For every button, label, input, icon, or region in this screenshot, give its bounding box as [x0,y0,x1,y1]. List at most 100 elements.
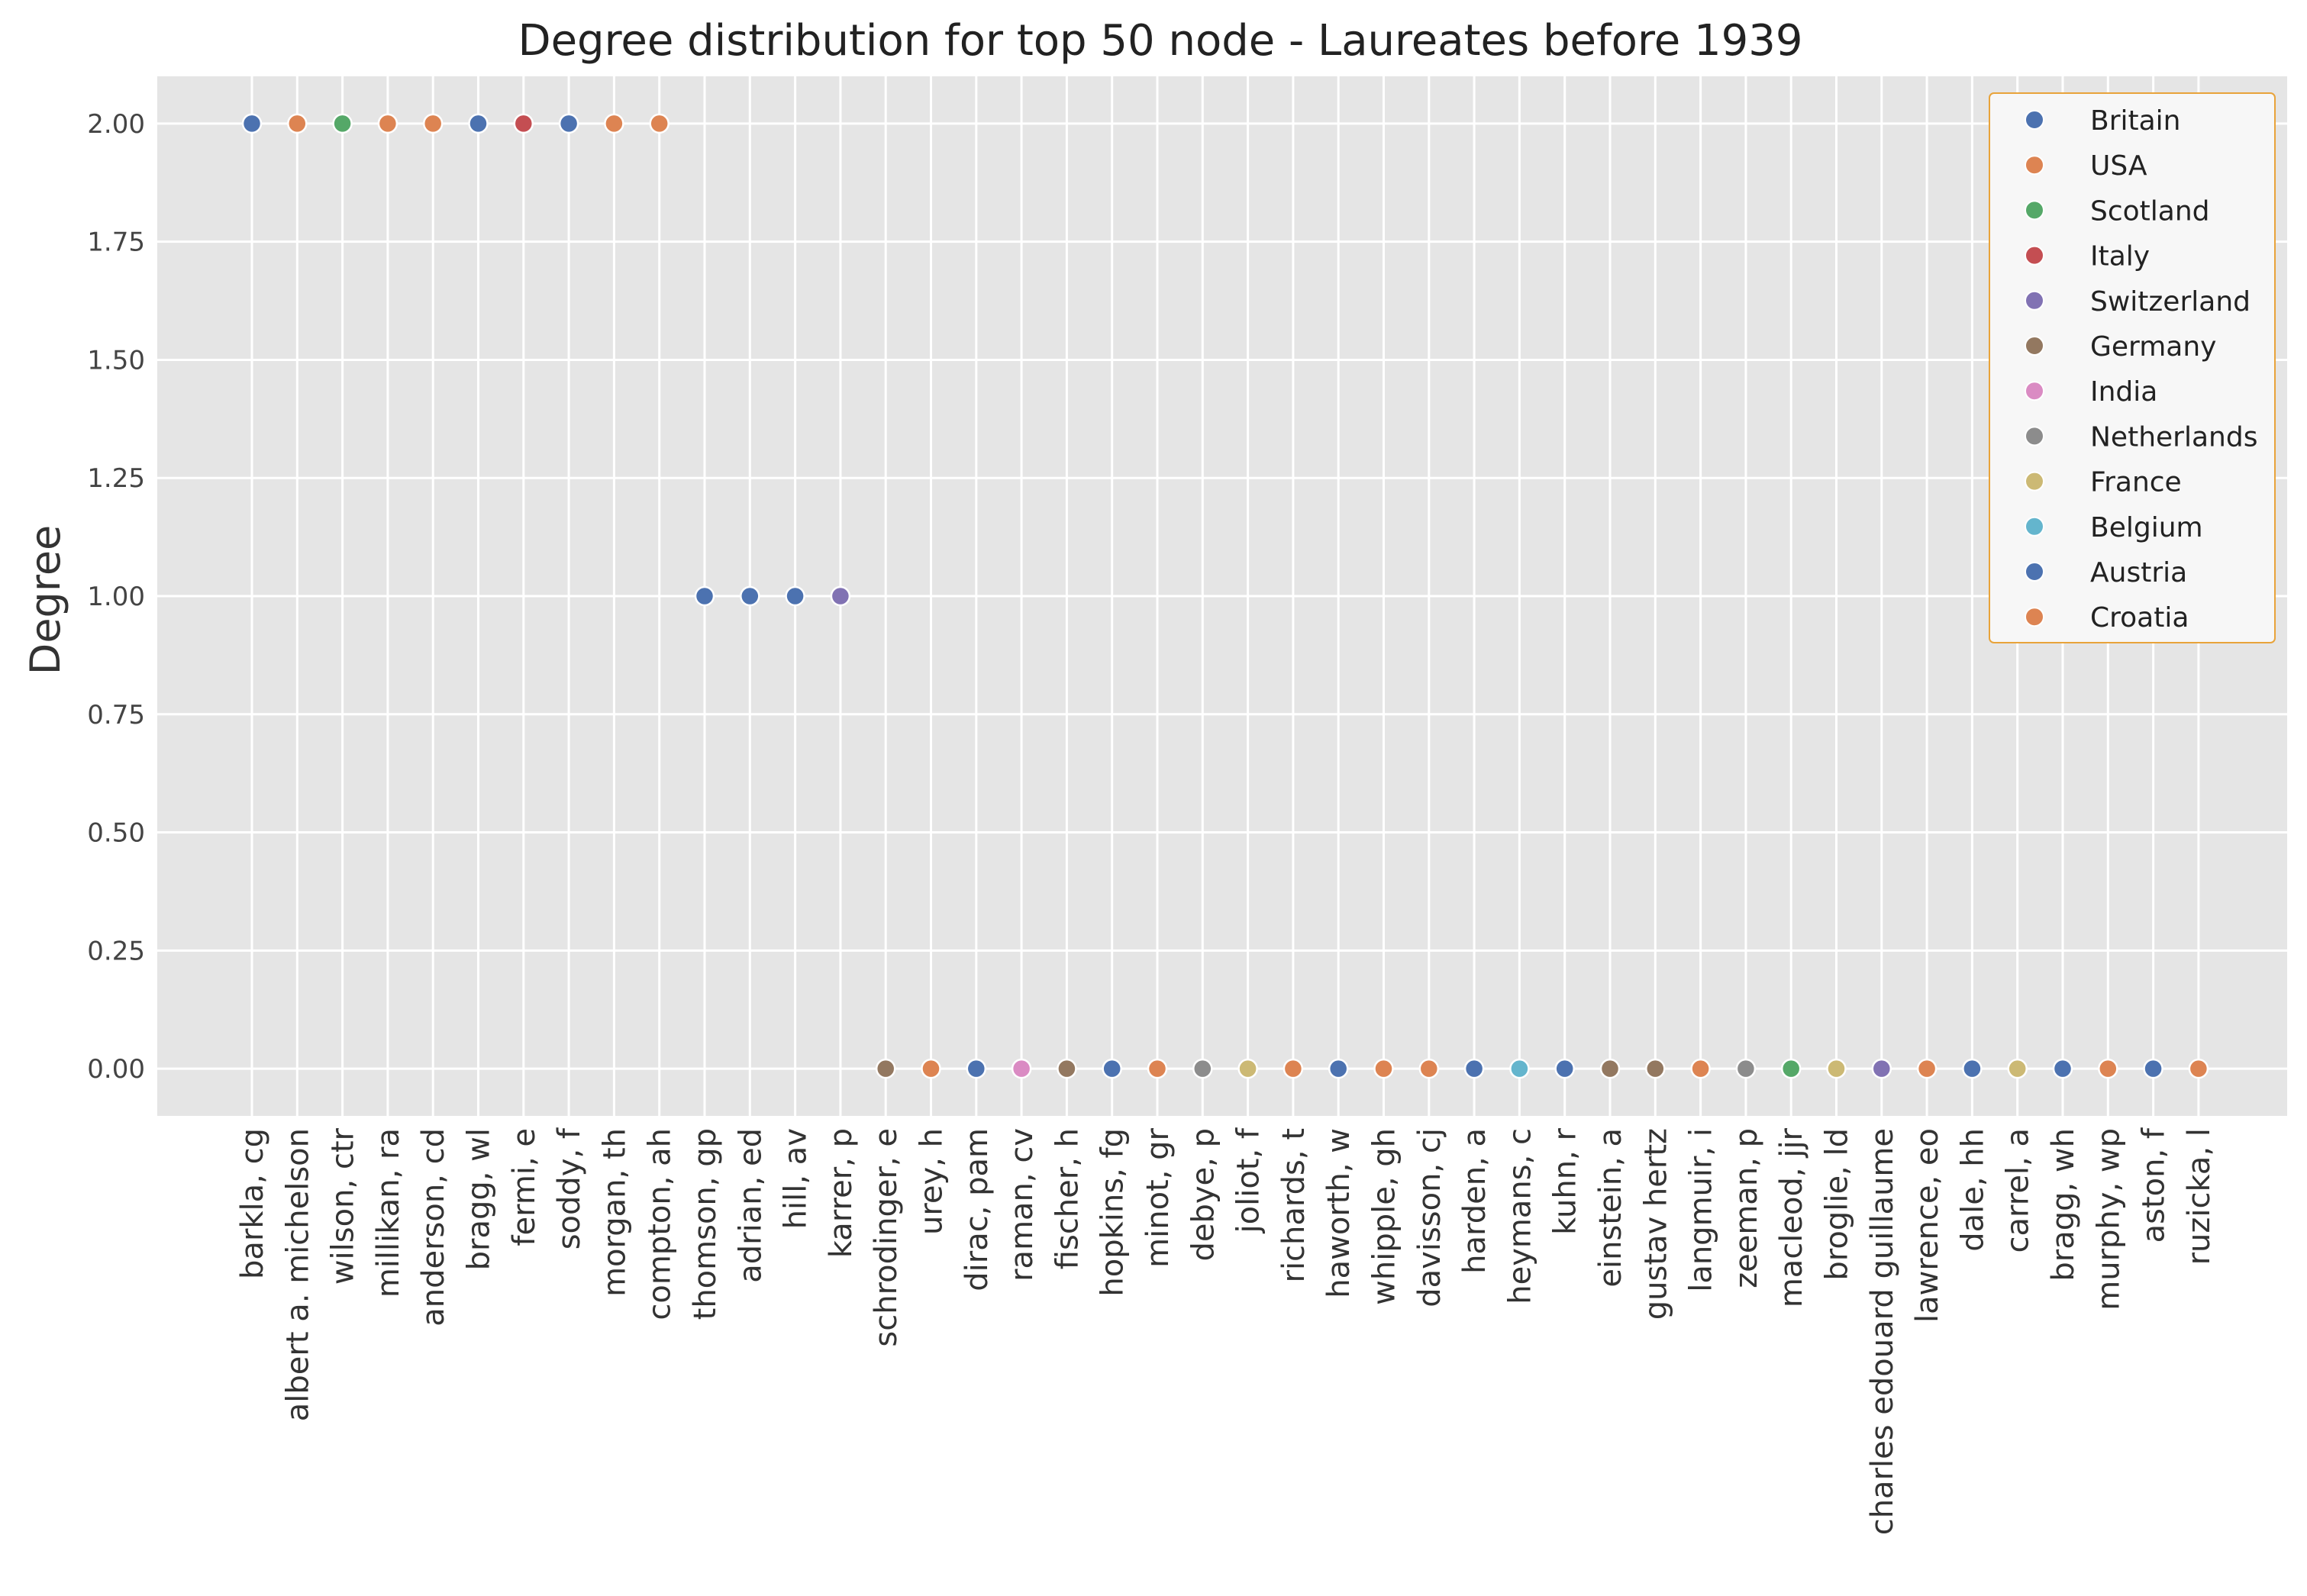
x-tick-label: thomson, gp [688,1128,723,1320]
data-point [875,1058,896,1079]
legend-marker [2025,290,2044,311]
legend-marker [2025,381,2044,401]
data-point [966,1058,987,1079]
x-tick-label: adrian, ed [733,1128,768,1283]
legend-label: Germany [2090,331,2216,363]
data-point [740,585,760,607]
data-point [1916,1058,1938,1079]
data-point [785,585,805,607]
legend-label: USA [2090,150,2147,182]
x-tick-label: millikan, ra [371,1128,406,1298]
data-point [2143,1058,2163,1079]
x-tick-label: minot, gr [1141,1127,1176,1267]
data-point [2007,1058,2028,1079]
x-tick-label: fermi, e [507,1128,542,1246]
x-tick-label: haworth, w [1321,1128,1357,1298]
data-point [604,113,624,134]
data-point [1826,1058,1847,1079]
x-tick-label: kuhn, r [1548,1127,1583,1234]
x-tick-label: karrer, p [824,1128,859,1258]
data-point [694,585,715,607]
data-point [1509,1058,1530,1079]
data-point [287,113,308,134]
legend: Britain USA Scotland Italy Switzerland German… [1989,92,2276,643]
data-point [2188,1058,2209,1079]
legend-marker [2025,336,2044,356]
x-tick-label: heymans, c [1502,1128,1537,1304]
x-tick-label: macleod, jjr [1774,1127,1809,1307]
data-point [1283,1058,1304,1079]
data-point [1102,1058,1122,1079]
x-tick-labels: barkla, cg albert a. michelson wilson, ctr… [235,1127,2217,1535]
x-tick-label: murphy, wp [2091,1128,2126,1311]
y-tick-label: 0.50 [87,818,145,849]
x-tick-label: aston, f [2137,1127,2172,1243]
x-tick-label: hopkins, fg [1095,1128,1131,1297]
y-tick-label: 1.00 [87,582,145,612]
legend-label: Croatia [2090,602,2189,634]
data-point [332,113,353,134]
x-tick-label: richards, t [1276,1128,1312,1283]
x-tick-label: einstein, a [1593,1128,1628,1288]
x-tick-label: compton, ah [643,1128,678,1320]
data-point [1463,1058,1485,1079]
x-tick-label: hill, av [779,1128,814,1229]
legend-marker [2025,110,2044,130]
legend-marker [2025,607,2044,627]
x-tick-label: lawrence, eo [1910,1128,1945,1323]
x-tick-label: albert a. michelson [280,1128,315,1421]
x-tick-label: davisson, cj [1412,1128,1447,1307]
x-tick-label: urey, h [915,1128,950,1235]
x-tick-label: schrodinger, e [869,1128,904,1347]
legend-marker [2025,245,2044,266]
x-tick-label: dirac, pam [960,1128,995,1291]
x-tick-label: anderson, cd [416,1128,451,1327]
data-point [1599,1058,1621,1079]
data-point [422,113,444,134]
legend-marker [2025,562,2044,582]
data-point [1192,1058,1213,1079]
x-tick-label: raman, cv [1005,1128,1040,1282]
chart-title: Degree distribution for top 50 node - La… [518,16,1802,66]
y-tick-labels: 0.00 0.25 0.50 0.75 1.00 1.25 1.50 1.75 2.00 [87,109,145,1085]
y-tick-label: 1.50 [87,345,145,376]
y-tick-label: 0.25 [87,936,145,966]
legend-label: India [2090,376,2157,408]
data-point [1962,1058,1983,1079]
x-tick-label: carrel, a [2001,1128,2036,1253]
data-point [1057,1058,1077,1079]
legend-marker [2025,471,2044,492]
x-tick-label: ruzicka, l [2182,1128,2217,1265]
data-point [1011,1058,1032,1079]
data-point [1554,1058,1575,1079]
x-tick-label: soddy, f [552,1127,587,1249]
legend-marker [2025,426,2044,447]
x-tick-label: debye, p [1186,1128,1221,1262]
data-point [921,1058,941,1079]
data-point [377,113,398,134]
data-point [1418,1058,1440,1079]
legend-marker [2025,200,2044,221]
x-tick-label: harden, a [1457,1128,1492,1274]
x-tick-label: joliot, f [1231,1127,1266,1233]
data-point [558,113,579,134]
x-tick-label: bragg, wh [2046,1128,2081,1282]
x-tick-label: langmuir, i [1684,1128,1719,1292]
data-point [468,113,489,134]
legend-label: Belgium [2090,512,2203,543]
legend-label: Switzerland [2090,286,2251,318]
data-point [1147,1058,1168,1079]
data-point [2052,1058,2073,1079]
data-point [649,113,670,134]
x-tick-label: broglie, ld [1820,1128,1855,1281]
x-tick-label: gustav hertz [1638,1128,1673,1320]
data-point [1373,1058,1394,1079]
x-tick-label: barkla, cg [235,1128,270,1279]
x-tick-label: wilson, ctr [326,1127,361,1285]
x-tick-label: dale, hh [1955,1128,1990,1252]
x-tick-label: zeeman, p [1729,1128,1764,1288]
y-tick-label: 1.75 [87,227,145,258]
legend-label: France [2090,467,2182,498]
y-tick-label: 2.00 [87,109,145,140]
